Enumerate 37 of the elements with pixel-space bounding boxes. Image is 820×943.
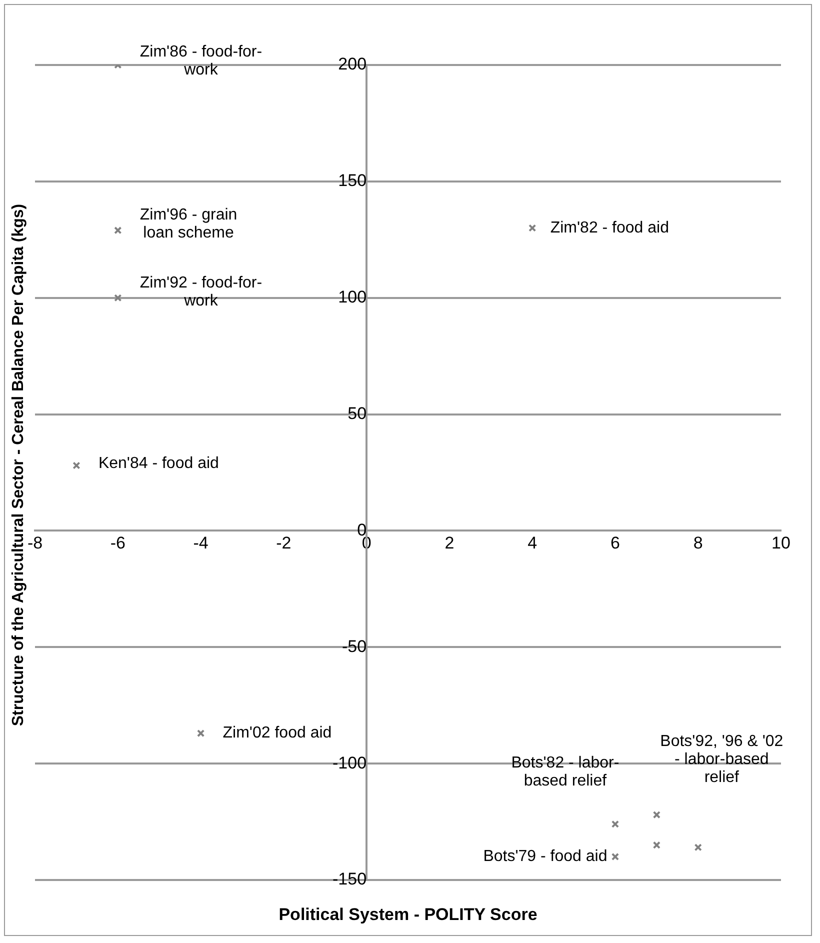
y-tick-label: -100 [332, 753, 367, 772]
x-tick-label: -6 [110, 534, 126, 553]
x-tick-label: 4 [528, 534, 538, 553]
x-tick-label: 10 [772, 534, 790, 553]
x-tick-label: -4 [193, 534, 208, 553]
point [196, 729, 205, 738]
point [611, 820, 620, 828]
point [72, 462, 80, 470]
y-tick-label: 200 [338, 54, 367, 74]
point [114, 226, 122, 234]
y-tick-label: -50 [342, 636, 367, 656]
point [114, 294, 122, 302]
y-tick-label: 150 [338, 171, 367, 190]
point [652, 841, 660, 849]
annotation: Zim'96 - grain loan scheme [140, 206, 238, 242]
annotation: Bots'79 - food aid [483, 848, 608, 866]
point [528, 224, 536, 232]
annotation: Ken'84 - food aid [98, 454, 219, 472]
point [611, 852, 620, 861]
point [694, 844, 702, 852]
x-tick-label: 6 [610, 534, 620, 553]
y-axis-title: Structure of the Agricultural Sector - Cereal Balance Per Capita (kgs) [10, 204, 28, 726]
annotation: Bots'82 - labor- based relief [511, 754, 620, 790]
annotation: Zim'92 - food-for- work [140, 274, 262, 310]
x-tick-label: 2 [444, 534, 454, 553]
y-tick-label: 100 [338, 288, 367, 307]
annotation: Zim'82 - food aid [550, 219, 670, 236]
point [652, 810, 660, 819]
x-axis-title: Political System - POLITY Score [278, 905, 538, 925]
x-tick-label: 8 [693, 534, 703, 553]
y-tick-label: -150 [332, 870, 367, 889]
y-tick-label: 50 [348, 404, 367, 423]
x-tick-label: -2 [276, 534, 292, 553]
annotation: Zim'86 - food-for- work [140, 43, 262, 78]
annotation: Zim'02 food aid [222, 724, 332, 742]
annotation: Bots'92, '96 & '02 - labor-based relief [660, 733, 784, 786]
x-tick-label: -8 [27, 534, 43, 553]
